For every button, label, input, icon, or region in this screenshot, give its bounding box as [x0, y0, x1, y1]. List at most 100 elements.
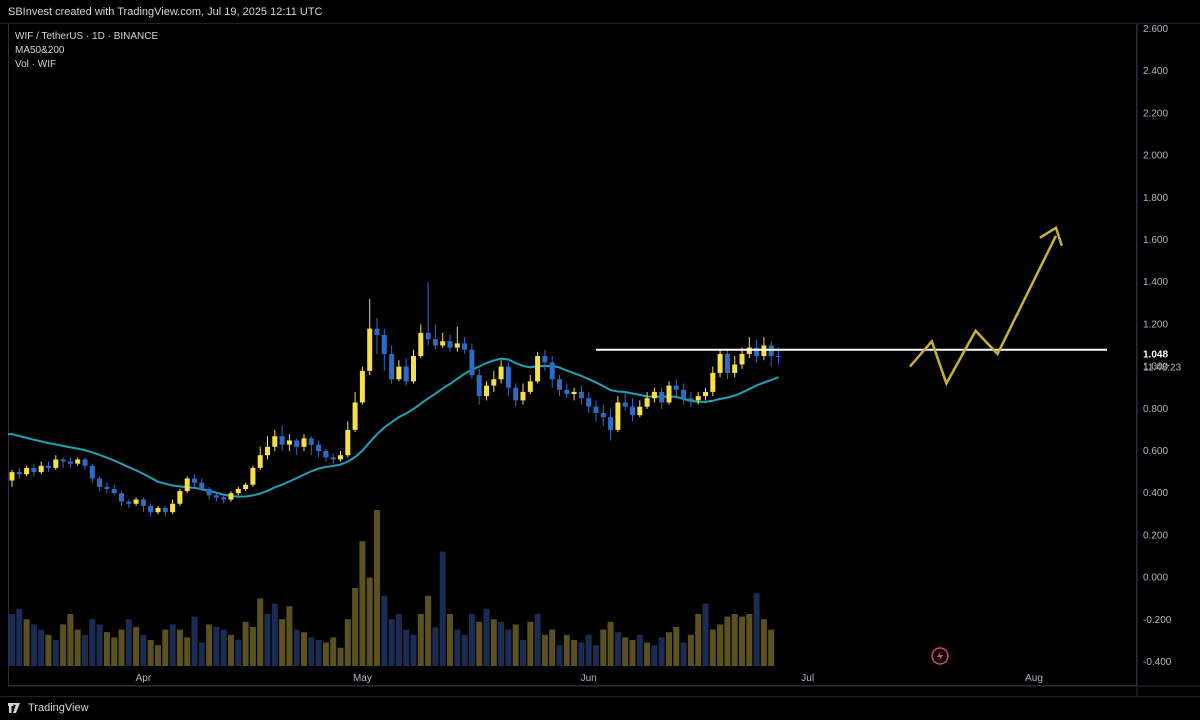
candle-body[interactable]	[367, 328, 373, 371]
candle-body[interactable]	[31, 467, 37, 473]
candle-body[interactable]	[89, 465, 95, 479]
projection-arrow[interactable]	[908, 235, 1058, 387]
candle-body[interactable]	[491, 379, 497, 386]
candle-body[interactable]	[505, 366, 511, 388]
candle-body[interactable]	[338, 455, 343, 460]
candle-body[interactable]	[235, 488, 241, 494]
candle-body[interactable]	[681, 389, 687, 399]
candle-body[interactable]	[644, 398, 650, 407]
candle-body[interactable]	[82, 459, 88, 466]
candle-body[interactable]	[710, 372, 716, 392]
candle-body[interactable]	[119, 493, 124, 502]
candle-body[interactable]	[586, 398, 592, 407]
candle-body[interactable]	[170, 503, 176, 513]
candle-body[interactable]	[724, 353, 730, 373]
candle-body[interactable]	[520, 391, 526, 401]
candle-body[interactable]	[228, 493, 234, 500]
candle-body[interactable]	[666, 385, 672, 403]
candle-body[interactable]	[651, 391, 657, 399]
candle-body[interactable]	[637, 406, 643, 416]
ma-legend[interactable]: MA50&200	[15, 45, 65, 56]
candle-body[interactable]	[345, 429, 351, 456]
candle-body[interactable]	[155, 507, 161, 513]
candle-body[interactable]	[454, 343, 460, 348]
candle-body[interactable]	[418, 332, 424, 357]
candle-body[interactable]	[484, 385, 489, 397]
candle-body[interactable]	[432, 339, 438, 346]
candle-body[interactable]	[330, 457, 336, 460]
candle-body[interactable]	[768, 345, 774, 357]
candle-body[interactable]	[265, 446, 270, 456]
candle-body[interactable]	[359, 370, 365, 403]
candle-body[interactable]	[600, 413, 606, 418]
candle-body[interactable]	[688, 398, 694, 401]
candle-body[interactable]	[148, 505, 154, 513]
candle-body[interactable]	[746, 347, 752, 354]
candle-body[interactable]	[549, 362, 555, 380]
candle-body[interactable]	[308, 438, 314, 445]
candle-body[interactable]	[46, 465, 51, 468]
candle-body[interactable]	[24, 467, 30, 475]
candle-body[interactable]	[323, 451, 329, 458]
candle-body[interactable]	[739, 353, 745, 365]
candle-body[interactable]	[60, 459, 66, 462]
candle-body[interactable]	[469, 349, 475, 376]
candle-body[interactable]	[535, 356, 541, 382]
candle-body[interactable]	[440, 341, 446, 346]
candle-body[interactable]	[389, 353, 395, 380]
candle-body[interactable]	[374, 328, 380, 335]
candle-body[interactable]	[703, 391, 708, 397]
lightning-icon[interactable]	[931, 647, 949, 665]
candle-body[interactable]	[659, 391, 665, 403]
candle-body[interactable]	[9, 472, 15, 481]
candle-body[interactable]	[542, 356, 548, 363]
candle-body[interactable]	[75, 459, 81, 464]
candle-body[interactable]	[133, 499, 139, 504]
candle-body[interactable]	[564, 389, 570, 395]
candle-body[interactable]	[38, 465, 44, 473]
candle-body[interactable]	[593, 406, 599, 414]
candle-body[interactable]	[557, 379, 562, 390]
candle-body[interactable]	[67, 461, 73, 464]
candle-body[interactable]	[177, 491, 183, 504]
candle-body[interactable]	[104, 486, 110, 489]
candle-body[interactable]	[673, 385, 679, 390]
candle-body[interactable]	[462, 343, 468, 350]
candle-body[interactable]	[381, 334, 387, 354]
candle-body[interactable]	[16, 472, 22, 475]
candle-body[interactable]	[513, 387, 519, 401]
candle-body[interactable]	[221, 497, 227, 500]
candle-body[interactable]	[213, 495, 219, 498]
candle-body[interactable]	[615, 402, 621, 430]
candle-body[interactable]	[695, 396, 701, 401]
candle-body[interactable]	[396, 366, 402, 380]
candle-body[interactable]	[732, 364, 738, 373]
candle-body[interactable]	[286, 440, 292, 445]
candle-body[interactable]	[206, 488, 212, 496]
candle-body[interactable]	[126, 501, 132, 504]
candle-body[interactable]	[162, 507, 168, 513]
candle-body[interactable]	[717, 353, 723, 373]
candle-body[interactable]	[111, 488, 117, 494]
candle-body[interactable]	[425, 332, 431, 340]
candle-body[interactable]	[498, 366, 504, 380]
candle-body[interactable]	[294, 440, 300, 447]
candle-body[interactable]	[578, 391, 584, 399]
candle-body[interactable]	[301, 438, 307, 447]
candle-body[interactable]	[571, 391, 577, 395]
candle-body[interactable]	[279, 436, 285, 445]
candle-body[interactable]	[447, 341, 453, 348]
candle-body[interactable]	[754, 347, 760, 357]
volume-legend[interactable]: Vol · WIF	[15, 59, 57, 70]
candle-body[interactable]	[243, 484, 249, 489]
candle-body[interactable]	[192, 478, 197, 483]
candle-body[interactable]	[411, 356, 416, 382]
candle-body[interactable]	[630, 406, 635, 416]
candle-body[interactable]	[476, 375, 482, 397]
candle-body[interactable]	[622, 402, 628, 407]
candle-body[interactable]	[199, 482, 205, 489]
candle-body[interactable]	[53, 459, 59, 468]
candle-body[interactable]	[761, 345, 767, 357]
candle-body[interactable]	[97, 478, 103, 487]
